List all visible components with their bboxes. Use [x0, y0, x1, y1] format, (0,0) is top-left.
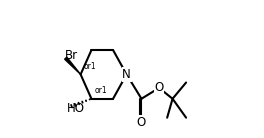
Text: or1: or1	[94, 86, 107, 95]
Text: Br: Br	[64, 49, 78, 62]
Text: N: N	[122, 68, 131, 81]
Text: HO: HO	[67, 102, 85, 115]
Text: O: O	[154, 81, 164, 94]
Polygon shape	[65, 57, 81, 74]
Text: or1: or1	[83, 62, 96, 71]
Text: O: O	[137, 116, 146, 129]
